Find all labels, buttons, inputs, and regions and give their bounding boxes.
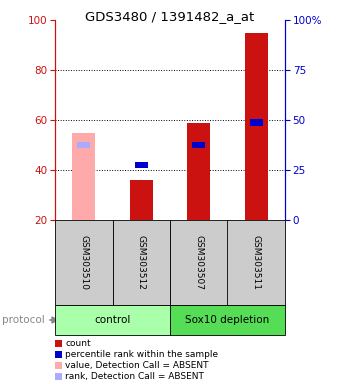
Text: Sox10 depletion: Sox10 depletion <box>185 315 270 325</box>
Text: GDS3480 / 1391482_a_at: GDS3480 / 1391482_a_at <box>85 10 255 23</box>
Text: value, Detection Call = ABSENT: value, Detection Call = ABSENT <box>65 361 208 370</box>
Text: count: count <box>65 339 91 348</box>
Text: protocol: protocol <box>2 315 45 325</box>
Bar <box>187 122 210 220</box>
Text: GSM303511: GSM303511 <box>252 235 261 290</box>
Text: rank, Detection Call = ABSENT: rank, Detection Call = ABSENT <box>65 372 204 381</box>
Bar <box>135 162 148 168</box>
Bar <box>245 33 268 220</box>
Bar <box>72 132 95 220</box>
Bar <box>78 142 90 148</box>
Bar <box>250 119 262 126</box>
Bar <box>130 180 153 220</box>
Bar <box>192 142 205 148</box>
Text: control: control <box>94 315 131 325</box>
Text: GSM303512: GSM303512 <box>137 235 146 290</box>
Text: GSM303510: GSM303510 <box>79 235 88 290</box>
Text: GSM303507: GSM303507 <box>194 235 203 290</box>
Text: percentile rank within the sample: percentile rank within the sample <box>65 350 218 359</box>
